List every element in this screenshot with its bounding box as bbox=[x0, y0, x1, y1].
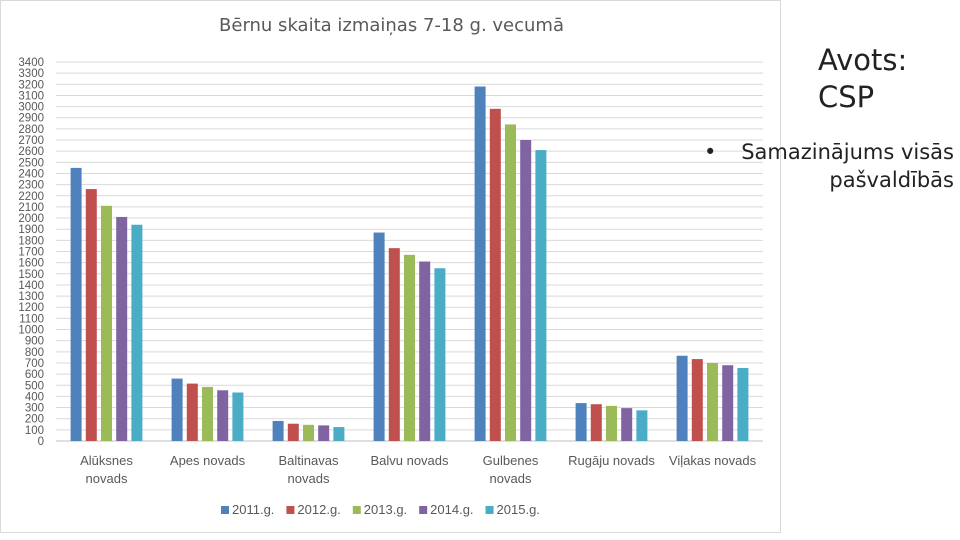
bar bbox=[535, 150, 547, 441]
bar bbox=[202, 386, 213, 441]
y-tick-label: 900 bbox=[25, 336, 44, 348]
y-tick-label: 1700 bbox=[18, 247, 44, 259]
bar bbox=[388, 248, 400, 441]
bar bbox=[737, 367, 749, 441]
bar bbox=[70, 167, 82, 441]
bar bbox=[621, 408, 633, 441]
bar bbox=[171, 378, 183, 441]
bar bbox=[707, 362, 718, 441]
y-tick-label: 0 bbox=[38, 436, 44, 448]
bar bbox=[606, 405, 617, 441]
y-tick-label: 1900 bbox=[18, 224, 44, 236]
bullet-point: • Samazinājums visās pašvaldībās bbox=[704, 138, 954, 194]
bar bbox=[676, 355, 688, 441]
y-tick-label: 2600 bbox=[18, 146, 44, 158]
source-label: Avots: bbox=[818, 43, 908, 77]
y-tick-label: 2500 bbox=[18, 157, 44, 169]
bar bbox=[419, 261, 431, 441]
x-tick-label: Gulbenes bbox=[483, 453, 539, 468]
bar bbox=[404, 254, 415, 441]
legend-swatch bbox=[485, 506, 494, 514]
legend-label: 2013.g. bbox=[364, 502, 407, 517]
source-note: Avots: CSP bbox=[818, 42, 948, 116]
bar bbox=[520, 140, 532, 441]
legend-label: 2012.g. bbox=[297, 502, 340, 517]
y-tick-label: 2400 bbox=[18, 168, 44, 180]
bar bbox=[434, 268, 446, 441]
y-tick-label: 300 bbox=[25, 403, 44, 415]
bar bbox=[85, 189, 97, 441]
bar bbox=[116, 216, 128, 441]
chart-panel: 0 100 200 300 400 500 600 700 800 900 1000 1100 1200… bbox=[0, 0, 781, 533]
bar bbox=[287, 423, 299, 441]
bar bbox=[505, 124, 516, 442]
bar bbox=[474, 86, 486, 441]
y-tick-label: 2900 bbox=[18, 113, 44, 125]
y-tick-label: 1600 bbox=[18, 258, 44, 270]
y-tick-label: 3400 bbox=[18, 57, 44, 69]
y-tick-label: 1800 bbox=[18, 235, 44, 247]
legend-label: 2011.g. bbox=[232, 502, 274, 517]
x-tick-label: Viļakas novads bbox=[669, 453, 757, 468]
x-tick-label: Baltinavas bbox=[279, 453, 339, 468]
y-tick-label: 1400 bbox=[18, 280, 44, 292]
y-tick-label: 200 bbox=[25, 414, 44, 426]
bar bbox=[636, 410, 648, 441]
y-tick-label: 2700 bbox=[18, 135, 44, 147]
y-tick-label: 2300 bbox=[18, 180, 44, 192]
legend-swatch bbox=[352, 506, 361, 514]
y-tick-label: 2800 bbox=[18, 124, 44, 136]
x-tick-label: novads bbox=[288, 471, 330, 486]
y-tick-label: 1500 bbox=[18, 269, 44, 281]
y-tick-label: 100 bbox=[25, 425, 44, 437]
x-tick-label: Balvu novads bbox=[370, 453, 449, 468]
y-tick-label: 600 bbox=[25, 369, 44, 381]
bar bbox=[489, 108, 501, 441]
y-tick-label: 3100 bbox=[18, 90, 44, 102]
bar bbox=[131, 224, 143, 441]
bar bbox=[691, 359, 703, 441]
x-tick-label: novads bbox=[86, 471, 128, 486]
y-tick-label: 2100 bbox=[18, 202, 44, 214]
y-tick-label: 1300 bbox=[18, 291, 44, 303]
legend-swatch bbox=[221, 506, 229, 514]
bar bbox=[101, 205, 112, 441]
y-tick-label: 3000 bbox=[18, 102, 44, 114]
y-tick-label: 2000 bbox=[18, 213, 44, 225]
y-tick-label: 700 bbox=[25, 358, 44, 370]
y-tick-label: 2200 bbox=[18, 191, 44, 203]
x-tick-label: novads bbox=[490, 471, 532, 486]
y-tick-label: 400 bbox=[25, 391, 44, 403]
y-tick-label: 3300 bbox=[18, 68, 44, 80]
bar bbox=[232, 392, 244, 441]
bar bbox=[272, 420, 284, 441]
legend-swatch bbox=[286, 506, 295, 514]
bar bbox=[318, 425, 330, 441]
bar bbox=[333, 427, 345, 441]
legend-label: 2015.g. bbox=[497, 502, 540, 517]
x-tick-label: Apes novads bbox=[170, 453, 246, 468]
bar bbox=[303, 424, 314, 441]
bar bbox=[373, 232, 385, 441]
y-tick-label: 800 bbox=[25, 347, 44, 359]
bar bbox=[186, 383, 198, 441]
y-tick-label: 1000 bbox=[18, 325, 44, 337]
bullet-dot: • bbox=[704, 140, 717, 164]
y-tick-label: 1100 bbox=[19, 313, 44, 325]
bar bbox=[575, 403, 587, 441]
x-tick-label: Rugāju novads bbox=[568, 453, 655, 468]
bar bbox=[590, 404, 602, 441]
bar-chart: 0100200300400500600700800900100011001200… bbox=[18, 57, 763, 517]
y-tick-label: 1200 bbox=[18, 302, 44, 314]
source-value: CSP bbox=[818, 80, 875, 114]
bar bbox=[722, 365, 734, 441]
y-tick-label: 3200 bbox=[18, 79, 44, 91]
x-tick-label: Alūksnes bbox=[80, 453, 133, 468]
bar bbox=[217, 390, 229, 441]
y-tick-label: 500 bbox=[25, 380, 44, 392]
chart-title: Bērnu skaita izmaiņas 7-18 g. vecumā bbox=[219, 15, 564, 36]
legend-label: 2014.g. bbox=[430, 502, 473, 517]
legend-swatch bbox=[419, 506, 428, 514]
bullet-text: Samazinājums visās pašvaldībās bbox=[741, 140, 954, 192]
